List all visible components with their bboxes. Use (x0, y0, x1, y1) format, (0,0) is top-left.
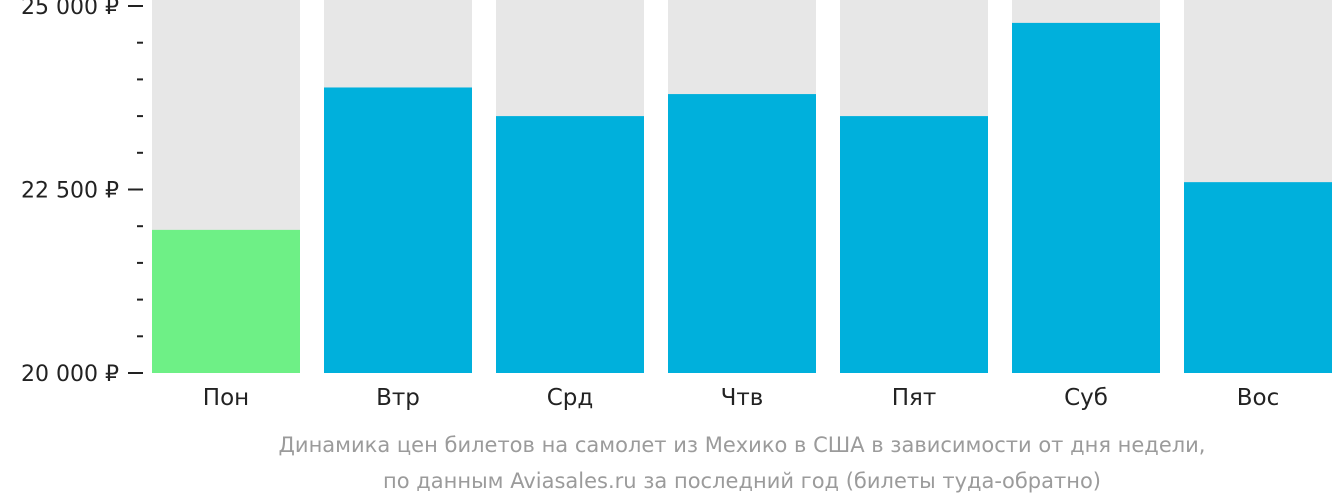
x-tick-label: Пон (203, 385, 249, 411)
x-tick-label: Чтв (721, 385, 764, 411)
x-tick-label: Срд (547, 385, 594, 411)
bar-5 (840, 116, 988, 373)
x-tick-label: Втр (376, 385, 420, 411)
y-tick-label: 20 000 ₽ (21, 362, 119, 387)
bar-layer (152, 22, 1332, 374)
x-tick-label: Вос (1237, 385, 1280, 411)
x-tick-label: Суб (1064, 385, 1108, 411)
bar-4 (668, 94, 816, 373)
caption-line-1: Динамика цен билетов на самолет из Мехик… (279, 433, 1206, 457)
y-tick-label: 22 500 ₽ (21, 179, 119, 204)
x-axis-labels: Пон Втр Срд Чтв Пят Суб Вос (203, 385, 1279, 411)
bar-7 (1184, 182, 1332, 373)
x-tick-label: Пят (892, 385, 937, 411)
bar-3 (496, 116, 644, 373)
bar-1 (152, 229, 300, 373)
y-tick-label: 25 000 ₽ (21, 0, 119, 20)
y-axis: 20 000 ₽ 22 500 ₽ 25 000 ₽ (21, 0, 143, 387)
bar-2 (324, 87, 472, 373)
bar-6 (1012, 22, 1160, 374)
chart-caption: Динамика цен билетов на самолет из Мехик… (279, 433, 1206, 493)
caption-line-2: по данным Aviasales.ru за последний год … (383, 469, 1101, 493)
